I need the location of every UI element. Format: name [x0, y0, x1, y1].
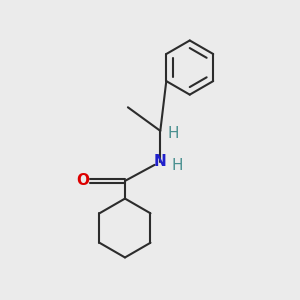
- Text: O: O: [76, 173, 89, 188]
- Text: N: N: [154, 154, 167, 169]
- Text: H: H: [171, 158, 183, 173]
- Text: H: H: [167, 126, 178, 141]
